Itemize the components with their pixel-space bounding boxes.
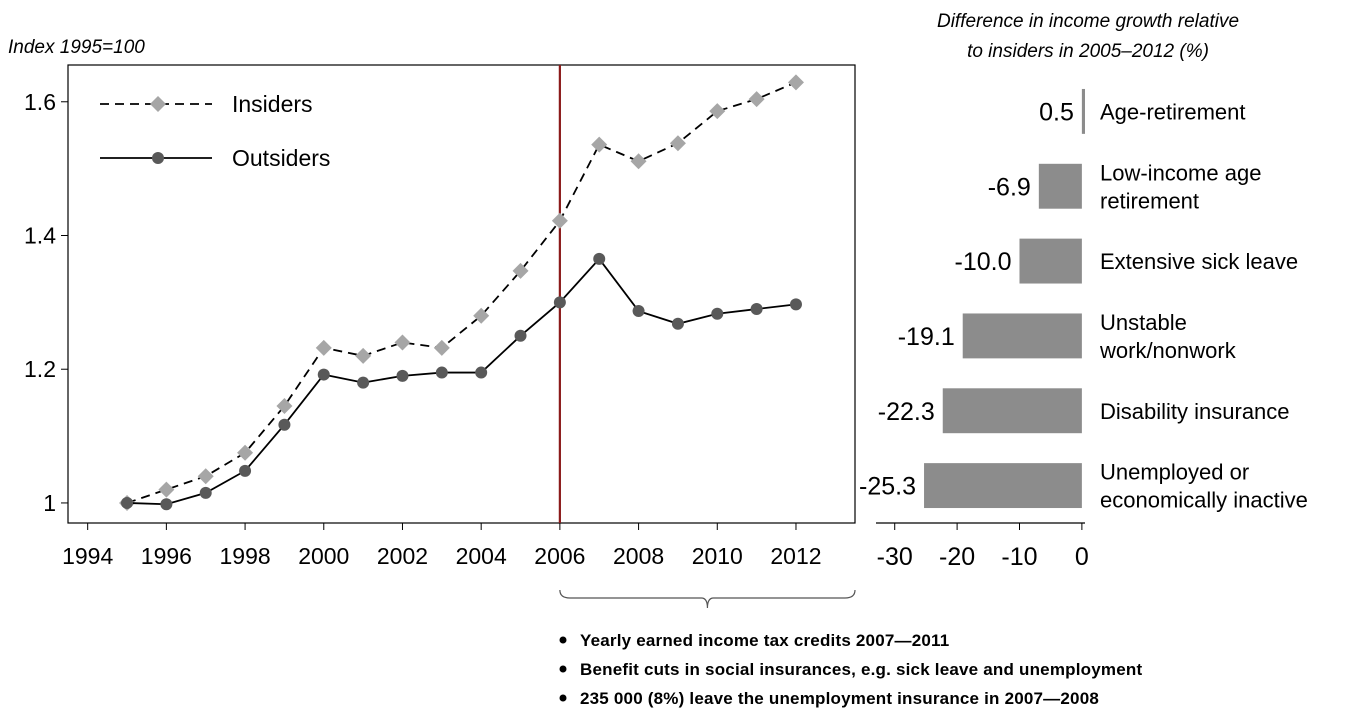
bar bbox=[1081, 88, 1085, 134]
x-tick-label: 1996 bbox=[141, 543, 192, 569]
data-point-insiders bbox=[276, 397, 293, 414]
bar-category-label: Age-retirement bbox=[1100, 99, 1246, 124]
bullet-text: Benefit cuts in social insurances, e.g. … bbox=[580, 660, 1142, 679]
bar bbox=[942, 388, 1082, 434]
bar-category-label: Unemployed or bbox=[1100, 460, 1249, 485]
bar-x-tick-label: -20 bbox=[939, 543, 975, 571]
data-point-outsiders bbox=[632, 305, 645, 318]
bar-value-label: -10.0 bbox=[955, 248, 1012, 276]
data-point-insiders bbox=[748, 91, 765, 108]
bullet-text: Yearly earned income tax credits 2007—20… bbox=[580, 631, 949, 650]
x-tick-label: 2000 bbox=[298, 543, 349, 569]
data-point-insiders bbox=[394, 334, 411, 351]
bar-category-label: Disability insurance bbox=[1100, 399, 1290, 424]
bar bbox=[962, 313, 1082, 359]
data-point-outsiders bbox=[278, 418, 291, 431]
x-tick-label: 2002 bbox=[377, 543, 428, 569]
bullet-dot bbox=[559, 636, 567, 644]
bullet-dot bbox=[559, 665, 567, 673]
bar-x-tick-label: 0 bbox=[1075, 543, 1089, 571]
data-point-insiders bbox=[591, 136, 608, 153]
bullet-dot bbox=[559, 694, 567, 702]
x-tick-label: 2006 bbox=[534, 543, 585, 569]
y-tick-label: 1.2 bbox=[24, 356, 56, 382]
data-point-outsiders bbox=[357, 376, 370, 389]
annotation-bracket bbox=[559, 589, 856, 609]
data-point-outsiders bbox=[789, 298, 802, 311]
series-line-outsiders bbox=[126, 257, 797, 506]
data-point-outsiders bbox=[160, 498, 173, 511]
x-tick-label: 2008 bbox=[613, 543, 664, 569]
data-point-outsiders bbox=[435, 366, 448, 379]
bar-chart-title-line-1: Difference in income growth relative bbox=[937, 11, 1239, 32]
data-point-outsiders bbox=[317, 368, 330, 381]
data-point-insiders bbox=[355, 347, 372, 364]
data-point-outsiders bbox=[239, 464, 252, 477]
annotation-panel: Yearly earned income tax credits 2007—20… bbox=[559, 589, 1142, 708]
data-point-insiders bbox=[197, 468, 214, 485]
bar-value-label: -25.3 bbox=[859, 473, 916, 501]
data-point-outsiders bbox=[121, 496, 134, 509]
bar-category-label: Extensive sick leave bbox=[1100, 249, 1298, 274]
data-point-insiders bbox=[158, 481, 175, 498]
x-tick-label: 2010 bbox=[692, 543, 743, 569]
bullet-text: 235 000 (8%) leave the unemployment insu… bbox=[580, 689, 1099, 708]
data-point-outsiders bbox=[750, 303, 763, 316]
y-tick-label: 1.6 bbox=[24, 89, 56, 115]
data-point-insiders bbox=[237, 444, 254, 461]
data-point-insiders bbox=[669, 135, 686, 152]
data-point-insiders bbox=[315, 339, 332, 356]
y-axis-label: Index 1995=100 bbox=[8, 37, 145, 58]
data-point-insiders bbox=[433, 339, 450, 356]
bar-category-label: Low-income age bbox=[1100, 160, 1261, 185]
bar-chart-title-line-2: to insiders in 2005–2012 (%) bbox=[967, 41, 1209, 62]
legend-label-insiders: Insiders bbox=[232, 91, 313, 117]
data-point-outsiders bbox=[514, 329, 527, 342]
data-point-outsiders bbox=[396, 369, 409, 382]
bar-value-label: -19.1 bbox=[898, 323, 955, 351]
line-chart-panel: Index 1995=100 1 1.2 1.4 1.6 1994 1996 1998 2000… bbox=[8, 37, 856, 569]
data-point-insiders bbox=[473, 307, 490, 324]
data-point-insiders bbox=[787, 74, 804, 91]
data-point-insiders bbox=[630, 153, 647, 170]
data-point-insiders bbox=[709, 103, 726, 120]
data-point-outsiders bbox=[593, 252, 606, 265]
data-point-insiders bbox=[512, 262, 529, 279]
x-tick-label: 1994 bbox=[62, 543, 113, 569]
x-tick-label: 2012 bbox=[770, 543, 821, 569]
line-plot-frame bbox=[67, 64, 856, 524]
bar-chart-panel: Difference in income growth relative to i… bbox=[859, 11, 1308, 571]
bar-x-tick-label: -10 bbox=[1001, 543, 1037, 571]
x-tick-label: 1998 bbox=[219, 543, 270, 569]
bar bbox=[1038, 163, 1082, 209]
data-point-outsiders bbox=[475, 366, 488, 379]
y-tick-label: 1 bbox=[43, 490, 56, 516]
data-point-insiders bbox=[551, 212, 568, 229]
x-tick-label: 2004 bbox=[456, 543, 507, 569]
legend-label-outsiders: Outsiders bbox=[232, 145, 330, 171]
legend-marker-outsiders bbox=[152, 152, 164, 164]
bar-category-label: work/nonwork bbox=[1099, 338, 1237, 363]
bar bbox=[924, 463, 1082, 509]
bar-category-label: economically inactive bbox=[1100, 488, 1308, 513]
data-point-outsiders bbox=[711, 307, 724, 320]
bar-category-label: Unstable bbox=[1100, 310, 1187, 335]
bar-category-label: retirement bbox=[1100, 188, 1199, 213]
y-tick-label: 1.4 bbox=[24, 222, 56, 248]
bar-value-label: -22.3 bbox=[878, 398, 935, 426]
data-point-outsiders bbox=[671, 317, 684, 330]
bar-value-label: 0.5 bbox=[1039, 98, 1074, 126]
series-line-insiders bbox=[126, 81, 797, 504]
data-point-outsiders bbox=[199, 486, 212, 499]
data-point-outsiders bbox=[553, 296, 566, 309]
bar-x-tick-label: -30 bbox=[877, 543, 913, 571]
legend-marker-insiders bbox=[150, 96, 166, 112]
bar-value-label: -6.9 bbox=[988, 173, 1031, 201]
bar bbox=[1019, 238, 1082, 284]
